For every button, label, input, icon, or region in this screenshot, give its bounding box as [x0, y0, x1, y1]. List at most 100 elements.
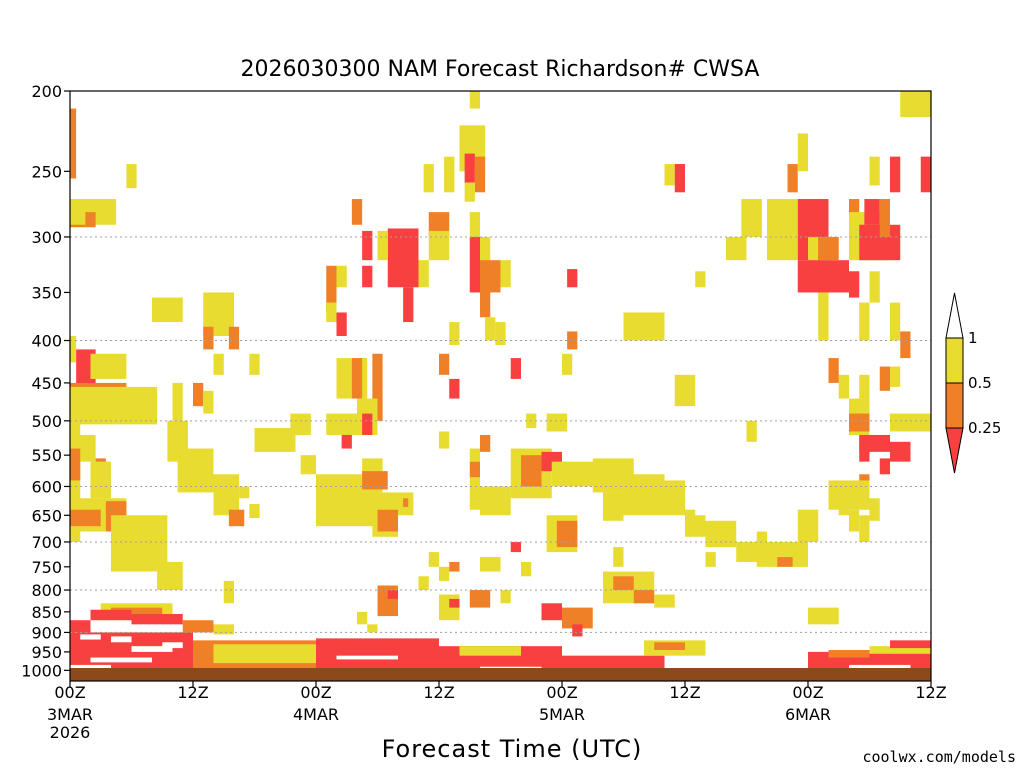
colorbar-legend: 1 0.5 0.25 — [945, 292, 1001, 474]
heatmap-cell — [85, 212, 96, 228]
heatmap-cell — [828, 480, 870, 510]
heatmap-cell — [157, 561, 183, 591]
x-tick-label: 00Z — [300, 683, 331, 702]
x-tick-year: 2026 — [50, 723, 91, 742]
y-tick-label: 950 — [31, 643, 62, 662]
heatmap-cell — [469, 91, 480, 109]
x-tick-date: 5MAR — [539, 705, 585, 724]
heatmap-cell — [464, 182, 475, 202]
plot-frame — [69, 90, 932, 682]
x-tick-label: 12Z — [423, 683, 454, 702]
heatmap-cell — [890, 413, 931, 432]
heatmap-gap — [162, 642, 183, 649]
heatmap-cell — [223, 580, 234, 604]
heatmap-cell — [152, 297, 183, 323]
heatmap-cell — [849, 413, 870, 432]
heatmap-cell — [469, 236, 480, 293]
heatmap-cell — [182, 620, 214, 633]
x-tick-label: 00Z — [54, 683, 85, 702]
heatmap-cell — [674, 374, 696, 407]
heatmap-cell — [623, 312, 665, 341]
heatmap-cell — [685, 509, 696, 521]
heatmap-cell — [177, 448, 214, 493]
heatmap-cell — [818, 236, 839, 261]
heatmap-cell — [439, 431, 450, 449]
heatmap-cell — [510, 358, 521, 379]
y-tick-label: 200 — [31, 82, 62, 101]
heatmap-cell — [193, 382, 204, 407]
heatmap-cell — [203, 390, 214, 414]
heatmap-cell — [879, 199, 890, 237]
heatmap-cell — [900, 331, 911, 359]
colorbar-bin-yellow — [945, 337, 964, 384]
heatmap-cell — [500, 590, 511, 604]
heatmap-cell — [521, 455, 542, 487]
heatmap-cell — [818, 292, 829, 341]
heatmap-cell — [613, 576, 634, 591]
heatmap-cell — [326, 265, 337, 313]
heatmap-cell — [869, 271, 880, 303]
heatmap-cell — [213, 644, 316, 664]
heatmap-cell — [777, 557, 793, 567]
heatmap-cell — [521, 561, 532, 577]
heatmap-cell — [705, 552, 716, 567]
heatmap-cell — [70, 108, 77, 179]
heatmap-cell — [469, 448, 480, 462]
heatmap-cell — [70, 335, 77, 363]
heatmap-cell — [879, 458, 890, 475]
x-tick-label: 00Z — [792, 683, 823, 702]
heatmap-cell — [449, 378, 460, 399]
heatmap-cell — [556, 520, 578, 548]
heatmap-cell — [90, 461, 111, 499]
heatmap-cell — [290, 413, 311, 435]
x-axis-label: Forecast Time (UTC) — [382, 735, 643, 763]
heatmap-cell — [480, 557, 501, 572]
heatmap-cell — [500, 260, 511, 288]
colorbar-bin-top — [945, 292, 964, 339]
heatmap-gap — [849, 664, 911, 669]
y-tick-label: 700 — [31, 533, 62, 552]
heatmap-cell — [808, 607, 839, 625]
heatmap-cell — [362, 471, 388, 490]
x-tick-date: 4MAR — [293, 705, 339, 724]
heatmap-cell — [362, 230, 373, 261]
heatmap-cell — [326, 302, 337, 323]
heatmap-cell — [674, 164, 685, 193]
heatmap-cell — [428, 212, 450, 237]
heatmap-cell — [70, 620, 91, 633]
heatmap-cell — [387, 590, 398, 599]
heatmap-cell — [213, 474, 240, 516]
heatmap-cell — [920, 156, 931, 193]
heatmap-cell — [90, 609, 132, 621]
heatmap-cell — [746, 420, 757, 442]
heatmap-cell — [879, 366, 890, 391]
heatmap-cell — [864, 199, 880, 225]
heatmap-cell — [603, 492, 624, 521]
ground-strip — [70, 668, 931, 681]
heatmap-cell — [613, 547, 624, 567]
heatmap-cell — [403, 498, 409, 507]
y-tick-label: 250 — [31, 162, 62, 181]
heatmap-cell — [228, 326, 240, 350]
heatmap-cell — [418, 576, 429, 591]
y-tick-label: 800 — [31, 581, 62, 600]
heatmap-cell — [362, 265, 373, 288]
heatmap-cell — [859, 374, 870, 399]
heatmap-cell — [654, 642, 685, 650]
heatmap-cell — [362, 413, 373, 435]
heatmap-cell — [480, 434, 491, 452]
heatmap-cell — [469, 212, 480, 237]
heatmap-cell — [695, 271, 706, 288]
heatmap-cell — [336, 312, 347, 336]
heatmap-cell — [869, 498, 880, 521]
heatmap-cell — [787, 164, 798, 193]
heatmap-cell — [341, 434, 352, 449]
colorbar-label: 0.25 — [968, 419, 1001, 437]
heatmap-gap — [336, 655, 398, 660]
y-tick-label: 650 — [31, 506, 62, 525]
credit-text: coolwx.com/models — [862, 748, 1016, 766]
heatmap-cell — [70, 448, 81, 481]
heatmap-cell — [90, 353, 127, 379]
